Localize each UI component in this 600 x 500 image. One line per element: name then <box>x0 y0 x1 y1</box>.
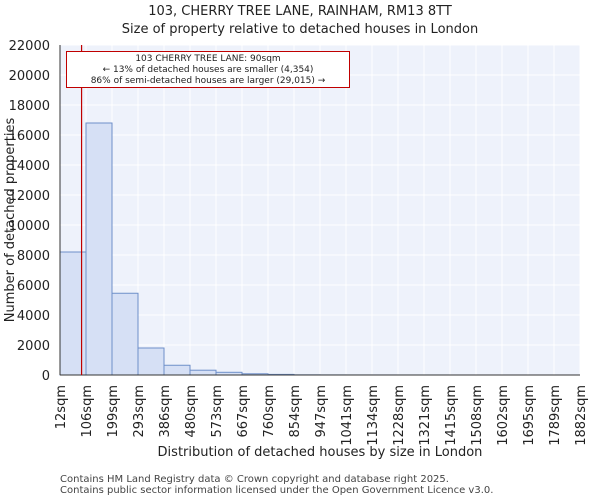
x-axis-label: Distribution of detached houses by size … <box>158 445 483 460</box>
y-tick-label: 20000 <box>9 69 50 84</box>
x-tick-label: 1041sqm <box>340 385 355 446</box>
x-tick-label: 12sqm <box>54 385 69 429</box>
footer-line-1: Contains HM Land Registry data © Crown c… <box>60 474 449 485</box>
y-tick-label: 14000 <box>9 159 50 174</box>
x-tick-label: 480sqm <box>184 385 199 438</box>
x-tick-label: 106sqm <box>80 385 95 438</box>
x-tick-label: 1882sqm <box>574 385 589 446</box>
histogram-bar <box>189 369 217 376</box>
chart-title: 103, CHERRY TREE LANE, RAINHAM, RM13 8TT <box>148 4 452 19</box>
x-tick-label: 1789sqm <box>548 385 563 446</box>
histogram-bar <box>137 347 165 376</box>
annotation-line-1: 103 CHERRY TREE LANE: 90sqm <box>135 54 281 64</box>
histogram-bar <box>85 122 113 376</box>
annotation-line-3: 86% of semi-detached houses are larger (… <box>90 76 326 86</box>
x-tick-label: 1415sqm <box>444 385 459 446</box>
x-tick-label: 854sqm <box>288 385 303 438</box>
y-tick-label: 4000 <box>17 309 50 324</box>
footer-line-2: Contains public sector information licen… <box>60 485 494 496</box>
y-tick-label: 18000 <box>9 99 50 114</box>
x-tick-label: 1508sqm <box>470 385 485 446</box>
annotation-line-2: ← 13% of detached houses are smaller (4,… <box>102 65 314 75</box>
y-tick-label: 22000 <box>9 39 50 54</box>
chart-subtitle: Size of property relative to detached ho… <box>121 22 479 37</box>
x-tick-label: 1602sqm <box>496 385 511 446</box>
histogram-bar <box>163 364 191 376</box>
y-tick-label: 6000 <box>17 279 50 294</box>
x-tick-label: 1228sqm <box>392 385 407 446</box>
y-tick-label: 16000 <box>9 129 50 144</box>
y-axis-label: Number of detached properties <box>3 118 18 323</box>
y-tick-label: 8000 <box>17 249 50 264</box>
y-tick-label: 12000 <box>9 189 50 204</box>
y-tick-label: 10000 <box>9 219 50 234</box>
y-tick-label: 2000 <box>17 339 50 354</box>
x-tick-label: 293sqm <box>132 385 147 438</box>
x-tick-label: 1695sqm <box>522 385 537 446</box>
y-tick-label: 0 <box>42 369 50 384</box>
x-tick-label: 199sqm <box>106 385 121 438</box>
x-tick-label: 386sqm <box>158 385 173 438</box>
x-tick-label: 947sqm <box>314 385 329 438</box>
histogram-bar <box>111 292 139 376</box>
x-tick-label: 1321sqm <box>418 385 433 446</box>
x-tick-label: 760sqm <box>262 385 277 438</box>
x-tick-label: 573sqm <box>210 385 225 438</box>
annotation-box: 103 CHERRY TREE LANE: 90sqm ← 13% of det… <box>66 51 350 88</box>
x-tick-label: 1134sqm <box>366 385 381 446</box>
x-tick-label: 667sqm <box>236 385 251 438</box>
